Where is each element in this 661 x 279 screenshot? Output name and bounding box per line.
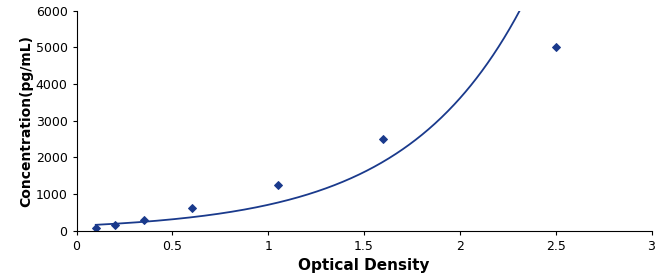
X-axis label: Optical Density: Optical Density [298, 258, 430, 273]
Y-axis label: Concentration(pg/mL): Concentration(pg/mL) [19, 35, 33, 207]
